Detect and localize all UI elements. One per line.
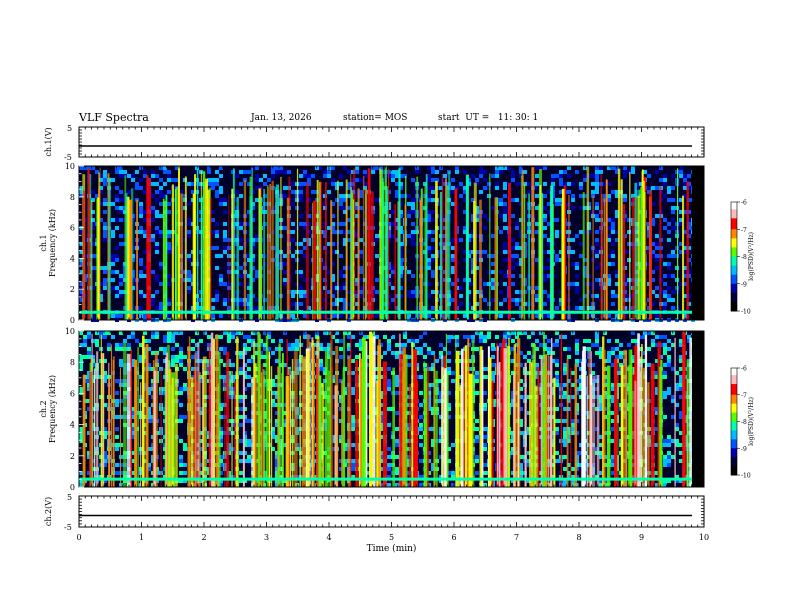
colorbar-label: log(PSD)(V²/Hz) (748, 232, 755, 281)
x-tick-label: 7 (514, 533, 519, 542)
x-tick-label: 1 (139, 533, 144, 542)
y-tick-label: 10 (65, 162, 75, 171)
x-tick-label: 2 (201, 533, 206, 542)
low-frequency-band (79, 477, 692, 481)
x-tick-label: 4 (326, 533, 331, 542)
colorbar-tick-label: -6 (741, 366, 747, 373)
edge-strip (692, 331, 704, 487)
y-tick-label: 4 (70, 421, 75, 430)
colorbar-tick-label: -8 (741, 254, 747, 261)
y-axis-label: ch.1(V) (44, 127, 53, 156)
x-axis-label: Time (min) (367, 543, 417, 554)
y-tick-label: 4 (70, 254, 75, 263)
y-axis-label: ch.1 (39, 234, 48, 251)
x-tick-label: 0 (76, 533, 81, 542)
low-frequency-band (79, 310, 692, 314)
x-tick-label: 6 (451, 533, 456, 542)
y-tick-label: 6 (70, 389, 75, 398)
spectrogram-background (79, 166, 704, 320)
x-tick-label: 3 (264, 533, 269, 542)
x-tick-label: 10 (699, 533, 709, 542)
y-tick-label: 10 (65, 327, 75, 336)
colorbar-tick-label: -7 (741, 227, 747, 234)
ch2-spectrogram (79, 331, 704, 487)
y-tick-label: 0 (70, 316, 75, 325)
y-tick-label: 6 (70, 224, 75, 233)
colorbar-tick-label: -7 (741, 392, 747, 399)
x-tick-label: 5 (389, 533, 394, 542)
station-label: station= MOS (343, 113, 408, 123)
y-tick-label: 2 (70, 452, 75, 461)
y-tick-label: 5 (67, 124, 72, 133)
y-tick-label: -5 (64, 153, 72, 162)
colorbar-tick-label: -10 (741, 309, 751, 316)
y-axis-label: ch.2(V) (44, 497, 53, 526)
y-tick-label: -5 (64, 523, 72, 532)
ch1-spectrogram (79, 166, 704, 322)
colorbar-tick-label: -8 (741, 419, 747, 426)
y-tick-label: 2 (70, 285, 75, 294)
y-tick-label: 0 (70, 483, 75, 492)
edge-strip (692, 166, 704, 320)
date-label: Jan. 13, 2026 (251, 113, 312, 123)
colorbar-tick-label: -10 (741, 473, 751, 480)
y-axis-label: ch.2 (39, 400, 48, 417)
x-tick-label: 8 (576, 533, 581, 542)
colorbar-tick-label: -6 (741, 200, 747, 207)
start-time-label: start UT = 11: 30: 1 (438, 113, 539, 123)
y-tick-label: 5 (67, 493, 72, 502)
y-axis-label: Frequency (kHz) (48, 209, 57, 277)
figure-title: VLF Spectra (79, 111, 149, 124)
y-axis-label: Frequency (kHz) (48, 375, 57, 443)
y-tick-label: 8 (70, 193, 75, 202)
colorbars: -6 -7 -8 -9 -10 log(PSD)(V²/Hz) -6 -7 -8 -9 -10 log… (730, 200, 755, 480)
y-tick-label: 8 (70, 358, 75, 367)
x-tick-label: 9 (639, 533, 644, 542)
colorbar-tick-label: -9 (741, 281, 747, 288)
colorbar-label: log(PSD)(V²/Hz) (748, 397, 755, 446)
colorbar-tick-label: -9 (741, 446, 747, 453)
